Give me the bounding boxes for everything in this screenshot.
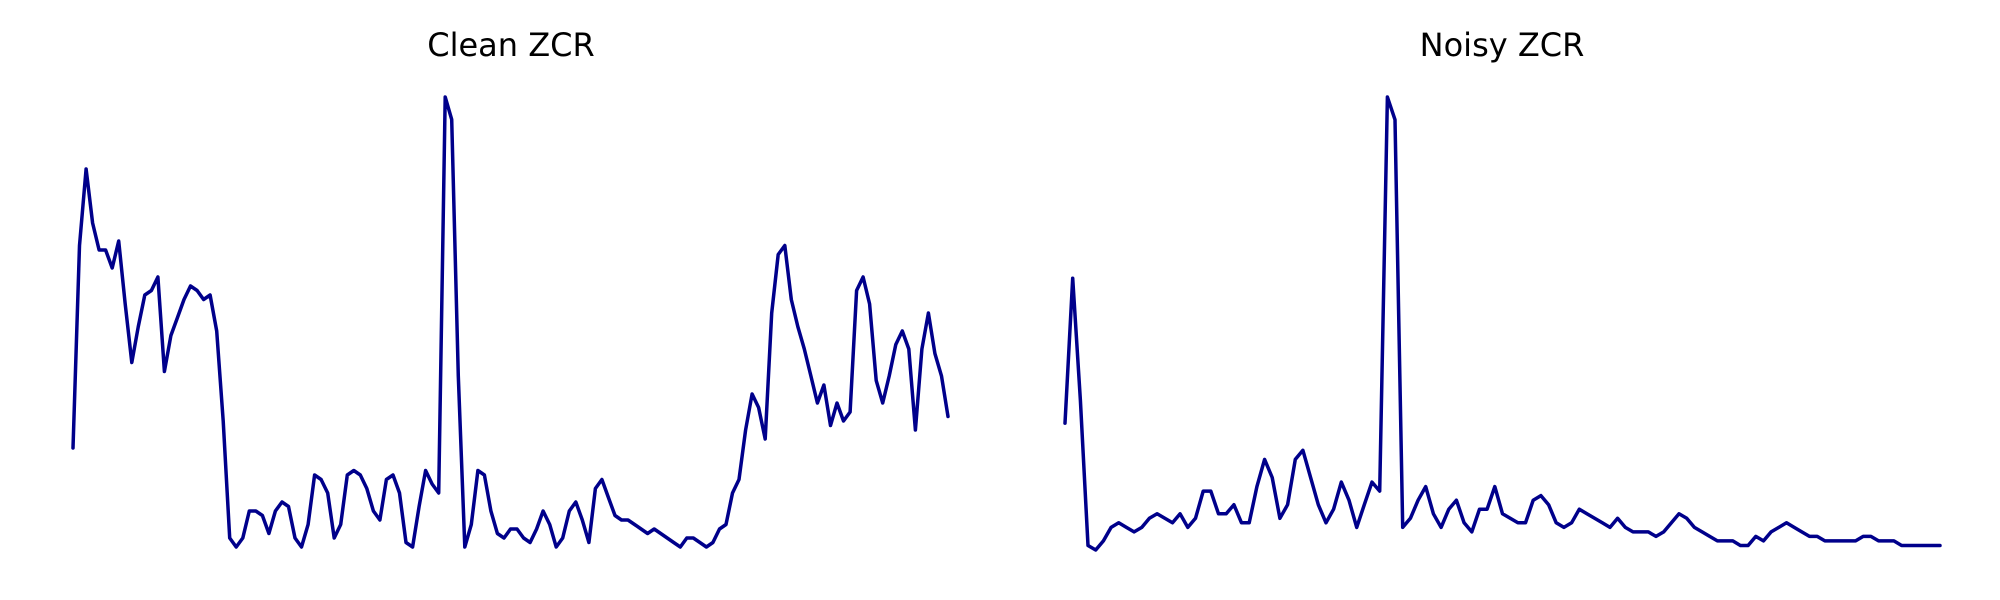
chart-title-noisy: Noisy ZCR <box>1420 26 1585 64</box>
chart-title-clean: Clean ZCR <box>427 26 594 64</box>
noisy-zcr-line <box>1063 95 1942 552</box>
plot-noisy-zcr <box>1063 95 1942 552</box>
plot-clean-zcr <box>71 95 950 549</box>
clean-zcr-line <box>71 95 950 549</box>
